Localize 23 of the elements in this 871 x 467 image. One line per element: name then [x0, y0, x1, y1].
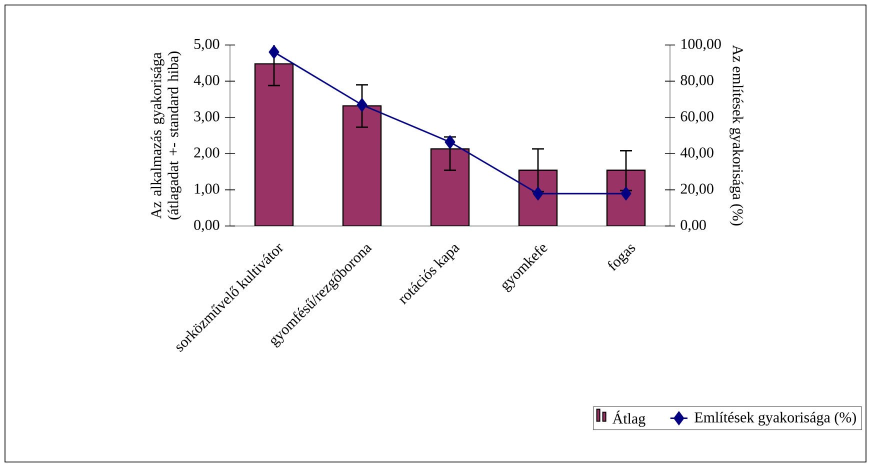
- legend-label: Átlag: [612, 410, 646, 427]
- y2-tick-label: 20,00: [680, 184, 714, 196]
- y-tick-label: 4,00: [194, 75, 220, 88]
- y2-tick-label: 60,00: [680, 111, 714, 124]
- bar: [254, 63, 294, 226]
- bar: [606, 170, 646, 226]
- y-tick-label: 2,00: [194, 147, 220, 160]
- y2-tick-label: 80,00: [680, 75, 714, 88]
- legend-label: Említések gyakorisága (%): [694, 412, 856, 426]
- y2-tick-label: 0,00: [680, 220, 706, 232]
- y-tick-label: 0,00: [194, 220, 220, 232]
- y-tick-label: 1,00: [194, 184, 220, 196]
- y2-tick-label: 40,00: [680, 147, 714, 160]
- y-tick-label: 3,00: [194, 111, 220, 124]
- bar: [430, 148, 470, 226]
- point: [356, 98, 368, 112]
- y2-axis-title: Az említések gyakorisága (%): [730, 45, 744, 226]
- y-axis-title: Az alkalmazás gyakorisága (átlagadat +- standard hiba): [150, 52, 182, 220]
- bar: [342, 105, 382, 226]
- point: [268, 45, 280, 59]
- bar: [518, 170, 558, 226]
- y2-tick-label: 100,00: [682, 38, 721, 52]
- y-tick-label: 5,00: [194, 38, 220, 52]
